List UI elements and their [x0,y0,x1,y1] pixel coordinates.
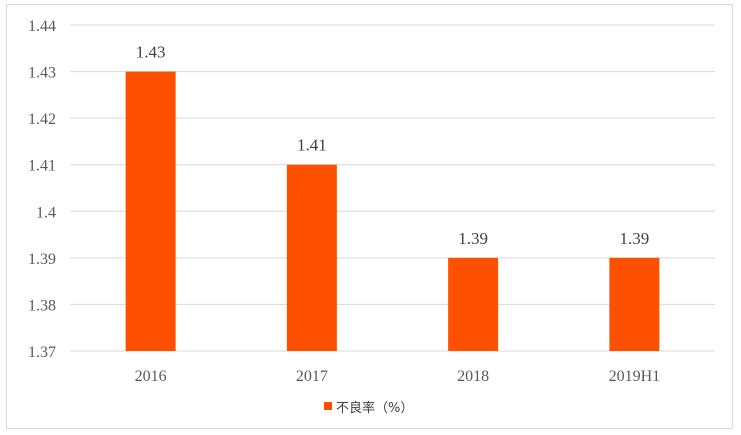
y-tick-label: 1.41 [28,158,56,175]
x-tick-label: 2019H1 [609,368,661,385]
x-tick-label: 2017 [296,368,328,385]
bar [286,164,337,351]
y-tick-label: 1.43 [28,65,56,82]
x-tick-label: 2018 [457,368,489,385]
y-tick-label: 1.44 [28,18,56,35]
data-label: 1.41 [297,136,327,155]
legend-swatch [324,402,332,410]
bars [125,71,660,352]
data-label: 1.39 [458,229,488,248]
legend: 不良率（%） [324,397,414,416]
y-tick-label: 1.39 [28,251,56,268]
x-axis-ticks: 2016 2017 2018 2019H1 [135,368,661,385]
y-tick-label: 1.38 [28,297,56,314]
x-tick-label: 2016 [135,368,167,385]
bar [448,257,499,351]
data-label: 1.43 [136,43,166,62]
legend-label: 不良率（%） [336,400,414,416]
y-tick-label: 1.42 [28,111,56,128]
data-labels: 1.43 1.41 1.39 1.39 [136,43,650,248]
y-tick-label: 1.4 [36,204,56,221]
y-axis-ticks: 1.37 1.38 1.39 1.4 1.41 1.42 1.43 1.44 [28,18,56,361]
y-tick-label: 1.37 [28,344,56,361]
bar [609,257,660,351]
gridlines [70,24,715,352]
bar [125,71,176,352]
data-label: 1.39 [620,229,650,248]
